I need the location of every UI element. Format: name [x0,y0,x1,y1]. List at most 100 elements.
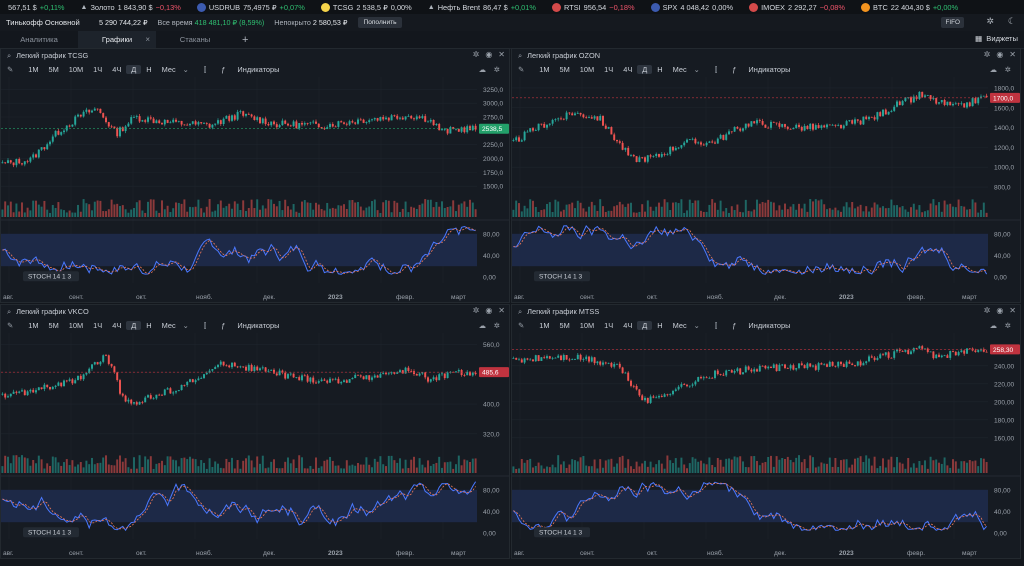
cloud-icon[interactable]: ☁ [989,65,997,74]
timeframe-button[interactable]: 1Ч [93,65,103,74]
chevron-down-icon[interactable]: ⌄ [693,65,700,74]
pin-icon[interactable]: ◉ [996,50,1004,59]
cloud-icon[interactable]: ☁ [989,321,997,330]
pin-icon[interactable]: ◉ [996,306,1004,315]
ticker-item[interactable]: ▲ Золото 1 843,90 $ −0,13% [73,3,189,12]
timeframe-button[interactable]: Н [146,65,152,74]
timeframe-button[interactable]: 10M [579,65,595,74]
chart-canvas[interactable]: 1800,01600,01400,01200,01000,0800,01700,… [512,77,1020,303]
timeframe-button[interactable]: 5M [48,65,59,74]
timeframe-button[interactable]: Д [126,321,142,330]
timeframe-button[interactable]: 4Ч [112,321,122,330]
search-icon[interactable]: ⌕ [7,50,12,60]
ticker-item[interactable]: ▲ Нефть Brent 86,47 $ +0,01% [420,3,544,12]
ticker-item[interactable]: BTC 22 404,30 $ +0,00% [853,2,966,12]
chevron-down-icon[interactable]: ⌄ [182,65,189,74]
ticker-item[interactable]: USDRUB 75,4975 ₽ +0,07% [189,2,313,12]
chevron-down-icon[interactable]: ⌄ [693,321,700,330]
draw-icon[interactable]: ✎ [7,65,14,74]
indicators-button[interactable]: ƒ Индикаторы [211,321,289,330]
close-icon[interactable]: × [145,35,150,44]
timeframe-button[interactable]: Мес [161,65,176,74]
candles-icon[interactable]: ⫿ [203,64,207,74]
timeframe-button[interactable]: Н [146,321,152,330]
timeframe-button[interactable]: 1M [539,65,550,74]
chart-canvas[interactable]: 3250,03000,02750,02250,02000,01750,01500… [1,77,509,303]
fill-button[interactable]: Пополнить [358,17,402,28]
candles-icon[interactable]: ⫿ [714,64,718,74]
ticker-item[interactable]: IMOEX 2 292,27 −0,08% [741,2,853,12]
timeframe-button[interactable]: Мес [161,321,176,330]
search-icon[interactable]: ⌕ [7,306,12,316]
timeframe-button[interactable]: 5M [48,321,59,330]
timeframe-button[interactable]: 5M [559,321,570,330]
indicators-button[interactable]: ƒ Индикаторы [722,65,800,74]
gear-icon[interactable]: ✲ [983,306,991,315]
tab-orderbooks[interactable]: Стаканы [179,35,211,44]
timeframe-button[interactable]: Мес [672,321,687,330]
timeframe-button[interactable]: 1Ч [93,321,103,330]
gear-icon[interactable]: ✲ [472,306,480,315]
timeframe-button[interactable]: 1M [539,321,550,330]
account-name[interactable]: Тинькофф Основной [6,18,80,27]
cloud-icon[interactable]: ☁ [478,65,486,74]
timeframe-button[interactable]: 4Ч [623,321,633,330]
search-icon[interactable]: ⌕ [518,50,523,60]
gear-icon[interactable]: ✲ [472,50,480,59]
chart-canvas[interactable]: 560,0485,6400,0320,0485,680,0040,000,00S… [1,333,509,559]
chart-title[interactable]: Легкий график VKCO [16,307,89,316]
gear-icon[interactable]: ✲ [1004,65,1011,74]
timeframe-button[interactable]: 1Ч [604,321,614,330]
chevron-down-icon[interactable]: ⌄ [182,321,189,330]
chart-canvas[interactable]: 258,30240,00220,00200,00180,00160,00258,… [512,333,1020,559]
ticker-item[interactable]: 567,51 $ +0,11% [0,3,73,12]
ticker-item[interactable]: SPX 4 048,42 0,00% [643,2,742,12]
moon-icon[interactable]: ☾ [1007,16,1016,26]
timeframe-button[interactable]: Д [637,321,653,330]
draw-icon[interactable]: ✎ [518,321,525,330]
close-icon[interactable]: ✕ [498,306,505,315]
close-icon[interactable]: ✕ [1009,50,1016,59]
pin-icon[interactable]: ◉ [485,50,493,59]
timeframe-button[interactable]: Н [657,321,663,330]
indicators-button[interactable]: ƒ Индикаторы [211,65,289,74]
timeframe-button[interactable]: 4Ч [623,65,633,74]
chart-title[interactable]: Легкий график TCSG [16,51,89,60]
cloud-icon[interactable]: ☁ [478,321,486,330]
chart-title[interactable]: Легкий график MTSS [527,307,600,316]
gear-icon[interactable]: ✲ [493,321,500,330]
timeframe-button[interactable]: Н [657,65,663,74]
timeframe-button[interactable]: 5M [559,65,570,74]
ticker-item[interactable]: TCSG 2 538,5 ₽0,00% [313,2,420,12]
tab-analytics[interactable]: Аналитика [20,35,58,44]
widgets-button[interactable]: ▦ Виджеты [975,34,1018,43]
timeframe-button[interactable]: 1M [28,65,39,74]
close-icon[interactable]: ✕ [1009,306,1016,315]
candles-icon[interactable]: ⫿ [203,320,207,330]
close-icon[interactable]: ✕ [498,50,505,59]
timeframe-button[interactable]: 10M [68,321,84,330]
timeframe-button[interactable]: 10M [68,65,84,74]
pin-icon[interactable]: ◉ [485,306,493,315]
draw-icon[interactable]: ✎ [7,321,14,330]
settings-icon[interactable]: ✲ [986,16,994,26]
timeframe-button[interactable]: 4Ч [112,65,122,74]
timeframe-button[interactable]: 10M [579,321,595,330]
fifo-badge[interactable]: FIFO [941,17,964,28]
chart-title[interactable]: Легкий график OZON [527,51,601,60]
draw-icon[interactable]: ✎ [518,65,525,74]
add-tab-icon[interactable]: + [242,33,249,46]
ticker-item[interactable]: RTSI 956,54 −0,18% [544,2,643,12]
timeframe-button[interactable]: Д [126,65,142,74]
gear-icon[interactable]: ✲ [983,50,991,59]
gear-icon[interactable]: ✲ [1004,321,1011,330]
candles-icon[interactable]: ⫿ [714,320,718,330]
timeframe-button[interactable]: Д [637,65,653,74]
timeframe-button[interactable]: 1M [28,321,39,330]
timeframe-button[interactable]: Мес [672,65,687,74]
indicators-button[interactable]: ƒ Индикаторы [722,321,800,330]
tab-charts[interactable]: Графики × [78,31,156,48]
timeframe-button[interactable]: 1Ч [604,65,614,74]
gear-icon[interactable]: ✲ [493,65,500,74]
search-icon[interactable]: ⌕ [518,306,523,316]
